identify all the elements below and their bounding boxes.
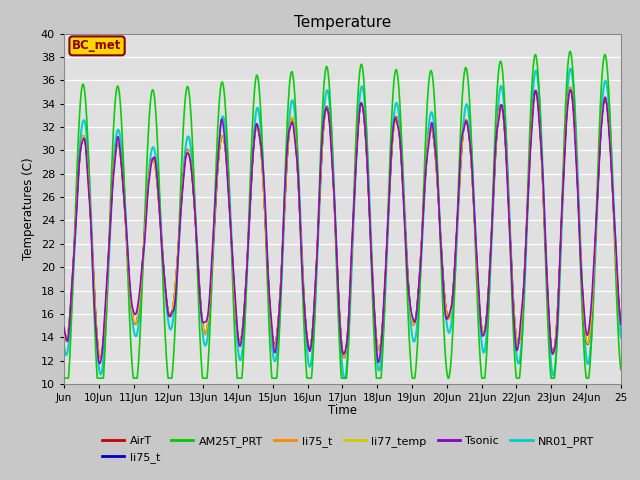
Title: Temperature: Temperature [294, 15, 391, 30]
X-axis label: Time: Time [328, 405, 357, 418]
Text: BC_met: BC_met [72, 39, 122, 52]
Y-axis label: Temperatures (C): Temperatures (C) [22, 157, 35, 260]
Legend: AirT, li75_t, AM25T_PRT, li75_t, li77_temp, Tsonic, NR01_PRT: AirT, li75_t, AM25T_PRT, li75_t, li77_te… [97, 432, 599, 467]
